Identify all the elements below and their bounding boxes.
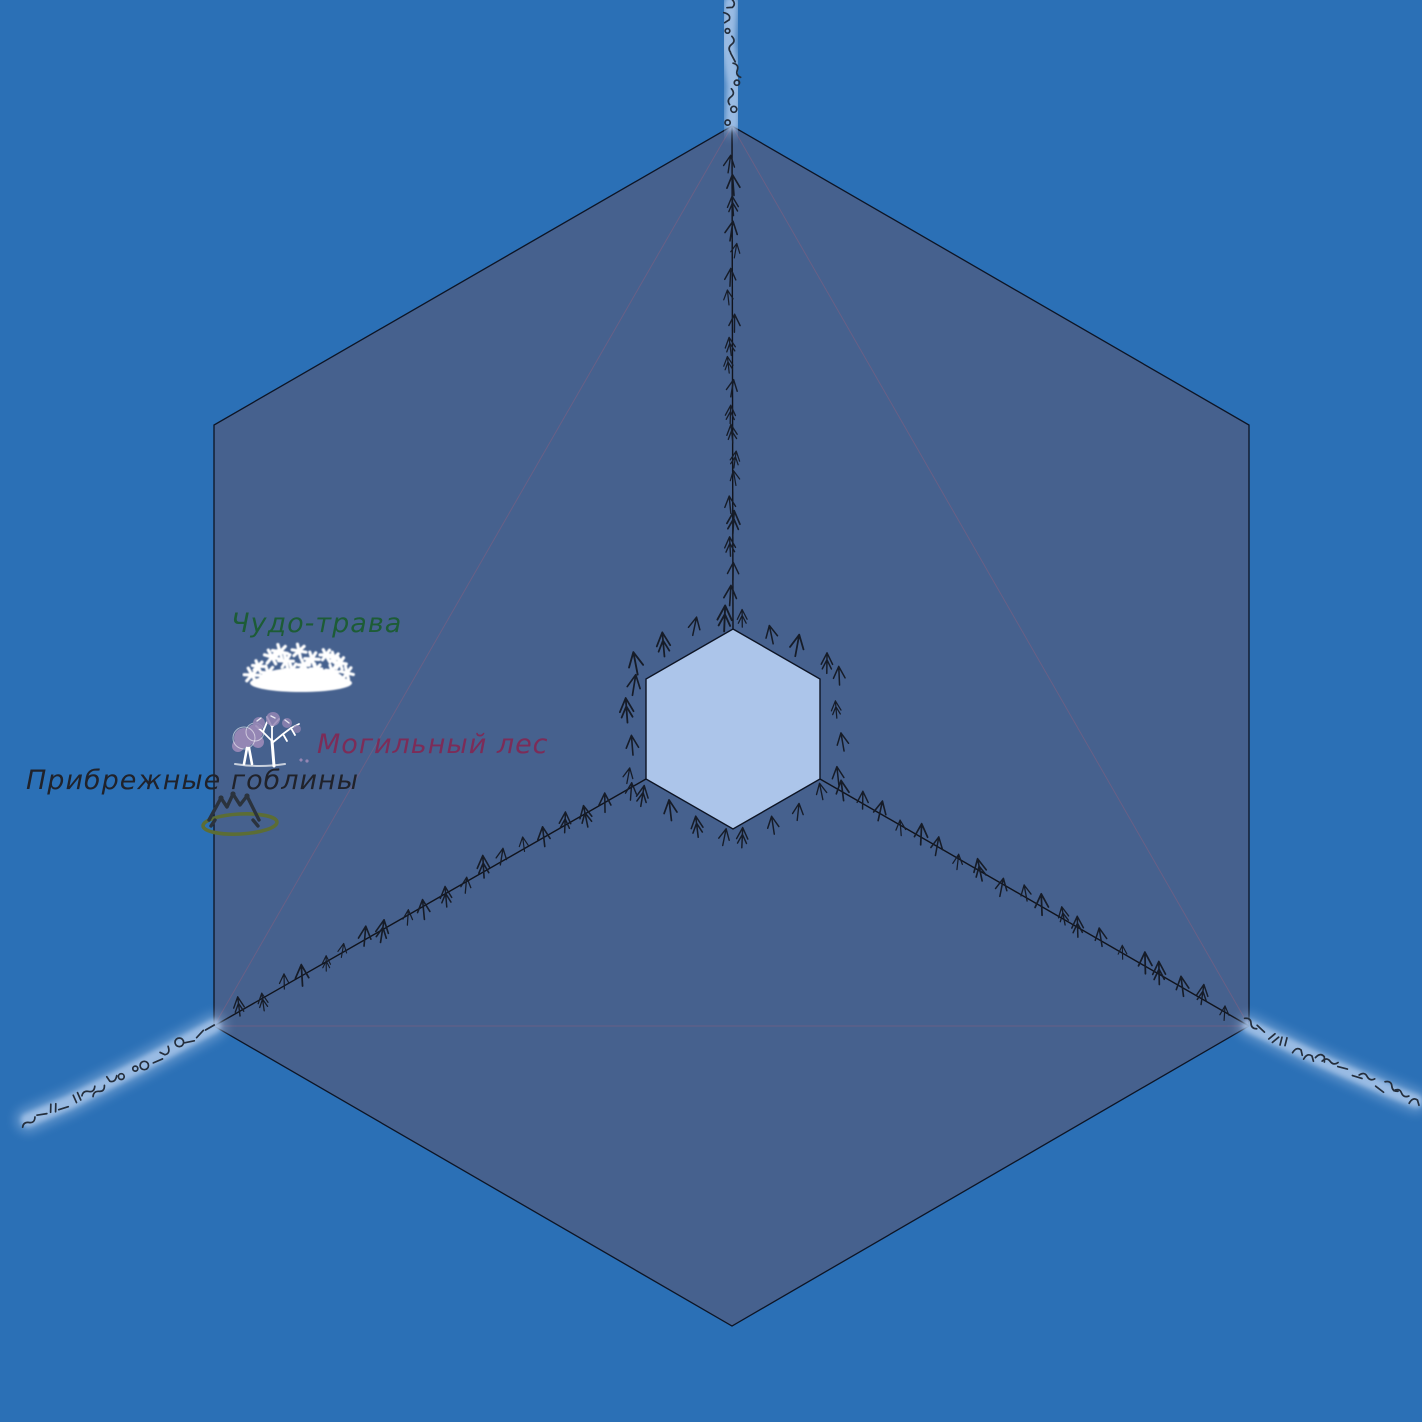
river-north	[715, 0, 747, 137]
territory-label-mogilny-les[interactable]: Могильный лес	[317, 729, 549, 760]
territory-borders-faint	[213, 124, 1250, 1027]
dead-trees-icon	[232, 712, 309, 768]
north-border-line	[731, 125, 734, 630]
rivers	[14, 0, 1422, 1134]
mountains-icon	[201, 791, 279, 836]
forest-border-trees	[232, 154, 1230, 1022]
southwest-border-line	[213, 778, 647, 1027]
territory-label-pribrezhnye-gobliny[interactable]: Прибрежные гоблины	[26, 765, 360, 796]
river-southwest	[14, 1012, 228, 1134]
territory-label-chudo-trava[interactable]: Чудо-трава	[231, 608, 403, 639]
river-southeast	[1236, 1013, 1422, 1114]
center-lake-hexagon[interactable]	[645, 628, 821, 830]
grass-icon	[242, 642, 355, 692]
